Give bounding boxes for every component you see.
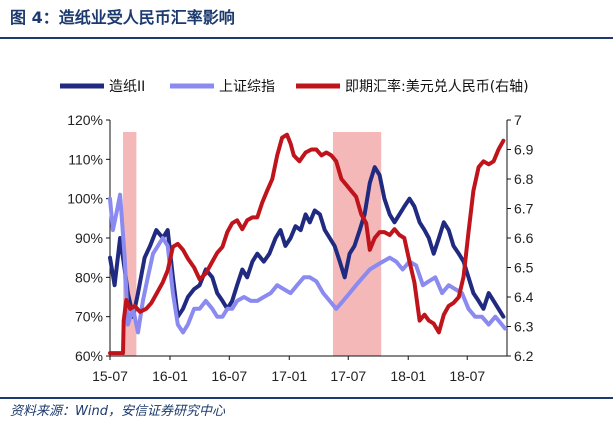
figure-title: 图 4：造纸业受人民币汇率影响 bbox=[10, 8, 235, 27]
y-right-tick-label: 6.5 bbox=[514, 260, 534, 276]
y-right-tick-label: 6.6 bbox=[514, 230, 534, 246]
x-tick-label: 16-01 bbox=[152, 368, 188, 384]
series-line-1 bbox=[108, 165, 506, 319]
y-left-tick-label: 110% bbox=[68, 151, 103, 167]
legend-label-2: 上证综指 bbox=[219, 79, 275, 95]
x-tick-label: 18-01 bbox=[390, 368, 426, 384]
source-note: 资料来源：Wind，安信证券研究中心 bbox=[10, 404, 225, 419]
y-right-tick-label: 6.3 bbox=[514, 319, 534, 335]
series-line-2 bbox=[108, 192, 507, 335]
chart-axes bbox=[106, 119, 511, 360]
y-left-tick-label: 70% bbox=[75, 309, 103, 325]
x-tick-label: 15-07 bbox=[92, 368, 128, 384]
y-right-tick-label: 6.2 bbox=[514, 348, 534, 364]
tick-labels: 15-07 16-01 16-07 17-01 17-07 18-01 18-07 60% 70… bbox=[67, 112, 533, 384]
y-right-tick-label: 6.4 bbox=[514, 289, 534, 305]
y-right-tick-label: 7 bbox=[514, 112, 522, 128]
source-divider bbox=[0, 397, 613, 399]
y-left-tick-label: 80% bbox=[75, 269, 103, 285]
shaded-periods bbox=[123, 132, 382, 356]
x-tick-label: 18-07 bbox=[449, 368, 485, 384]
y-left-tick-label: 90% bbox=[75, 230, 103, 246]
legend-label-3: 即期汇率:美元兑人民币(右轴) bbox=[345, 78, 529, 95]
chart-legend: 造纸II 上证综指 即期汇率:美元兑人民币(右轴) bbox=[60, 78, 529, 95]
x-tick-label: 17-07 bbox=[330, 368, 366, 384]
y-right-tick-label: 6.8 bbox=[514, 171, 534, 187]
series-line-3 bbox=[108, 132, 506, 356]
legend-label-1: 造纸II bbox=[109, 79, 145, 95]
title-divider bbox=[0, 37, 613, 39]
y-left-tick-label: 120% bbox=[67, 112, 103, 128]
y-right-tick-label: 6.7 bbox=[514, 201, 534, 217]
y-left-tick-label: 60% bbox=[75, 348, 103, 364]
x-tick-label: 16-07 bbox=[211, 368, 247, 384]
x-tick-label: 17-01 bbox=[271, 368, 307, 384]
y-right-tick-label: 6.9 bbox=[514, 142, 534, 158]
y-left-tick-label: 100% bbox=[67, 191, 103, 207]
chart-lines bbox=[108, 132, 507, 356]
